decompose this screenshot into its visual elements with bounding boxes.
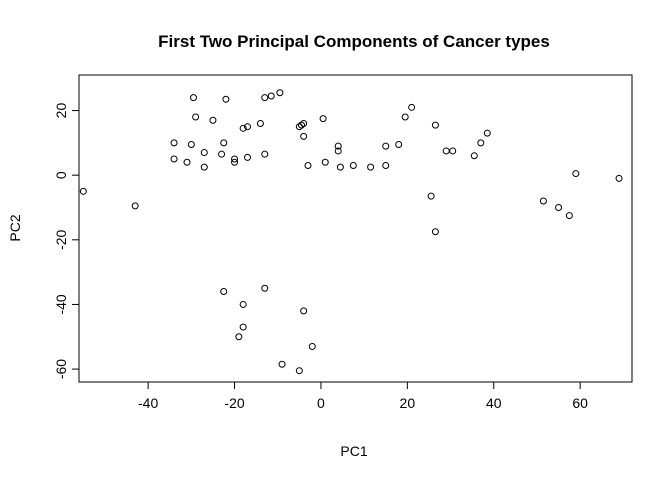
x-tick-label: 60 — [572, 395, 588, 411]
data-point — [334, 147, 342, 155]
data-point — [408, 103, 416, 111]
data-point — [170, 139, 178, 147]
data-point — [235, 333, 243, 341]
data-point — [220, 288, 228, 296]
data-point — [239, 323, 247, 331]
data-point — [477, 139, 485, 147]
data-point — [334, 142, 342, 150]
data-point — [243, 153, 251, 161]
chart-title: First Two Principal Components of Cancer… — [158, 32, 550, 51]
data-point — [261, 150, 269, 158]
data-point — [349, 161, 357, 169]
data-point — [200, 149, 208, 157]
data-point — [382, 161, 390, 169]
data-point — [189, 94, 197, 102]
y-axis: -60 -40 -20 0 20 — [53, 103, 80, 379]
data-point — [300, 119, 308, 127]
data-point — [261, 94, 269, 102]
data-point — [572, 170, 580, 178]
data-point — [276, 89, 284, 97]
x-tick-label: -40 — [138, 395, 158, 411]
y-tick-label: -40 — [53, 294, 69, 314]
x-tick-label: 0 — [317, 395, 325, 411]
data-point — [483, 129, 491, 137]
data-point — [209, 116, 217, 124]
data-point — [615, 174, 623, 182]
data-point — [431, 228, 439, 236]
data-point — [470, 152, 478, 160]
data-point — [278, 360, 286, 368]
plot-frame — [78, 74, 633, 383]
data-point — [336, 163, 344, 171]
data-point — [222, 95, 230, 103]
data-point — [539, 197, 547, 205]
data-point — [442, 147, 450, 155]
data-point — [187, 140, 195, 148]
y-tick-label: 20 — [53, 103, 69, 119]
x-tick-label: -20 — [224, 395, 244, 411]
data-point — [79, 187, 87, 195]
data-point — [304, 161, 312, 169]
data-point — [300, 307, 308, 315]
data-point — [300, 132, 308, 140]
x-axis-label: PC1 — [340, 443, 367, 459]
data-point — [261, 284, 269, 292]
data-point — [401, 113, 409, 121]
data-point — [565, 212, 573, 220]
y-axis-label: PC2 — [7, 214, 23, 241]
data-point — [170, 155, 178, 163]
data-point — [319, 115, 327, 123]
data-point — [231, 158, 239, 166]
x-tick-label: 20 — [400, 395, 416, 411]
data-point — [555, 203, 563, 211]
data-point — [295, 367, 303, 375]
y-tick-label: 0 — [53, 171, 69, 179]
data-point — [256, 119, 264, 127]
data-point — [183, 158, 191, 166]
y-tick-label: -20 — [53, 229, 69, 249]
data-point — [192, 113, 200, 121]
y-tick-label: -60 — [53, 359, 69, 379]
data-point — [367, 163, 375, 171]
data-point — [382, 142, 390, 150]
data-point — [218, 150, 226, 158]
data-point — [395, 140, 403, 148]
data-points — [79, 89, 623, 375]
x-tick-label: 40 — [486, 395, 502, 411]
data-point — [131, 202, 139, 210]
data-point — [427, 192, 435, 200]
data-point — [308, 342, 316, 350]
data-point — [449, 147, 457, 155]
data-point — [239, 124, 247, 132]
data-point — [220, 139, 228, 147]
data-point — [239, 300, 247, 308]
data-point — [431, 121, 439, 129]
data-point — [200, 163, 208, 171]
data-point — [243, 123, 251, 131]
data-point — [267, 92, 275, 100]
data-point — [231, 155, 239, 163]
data-point — [297, 121, 305, 129]
data-point — [321, 158, 329, 166]
x-axis: -40 -20 0 20 40 60 — [138, 381, 588, 411]
